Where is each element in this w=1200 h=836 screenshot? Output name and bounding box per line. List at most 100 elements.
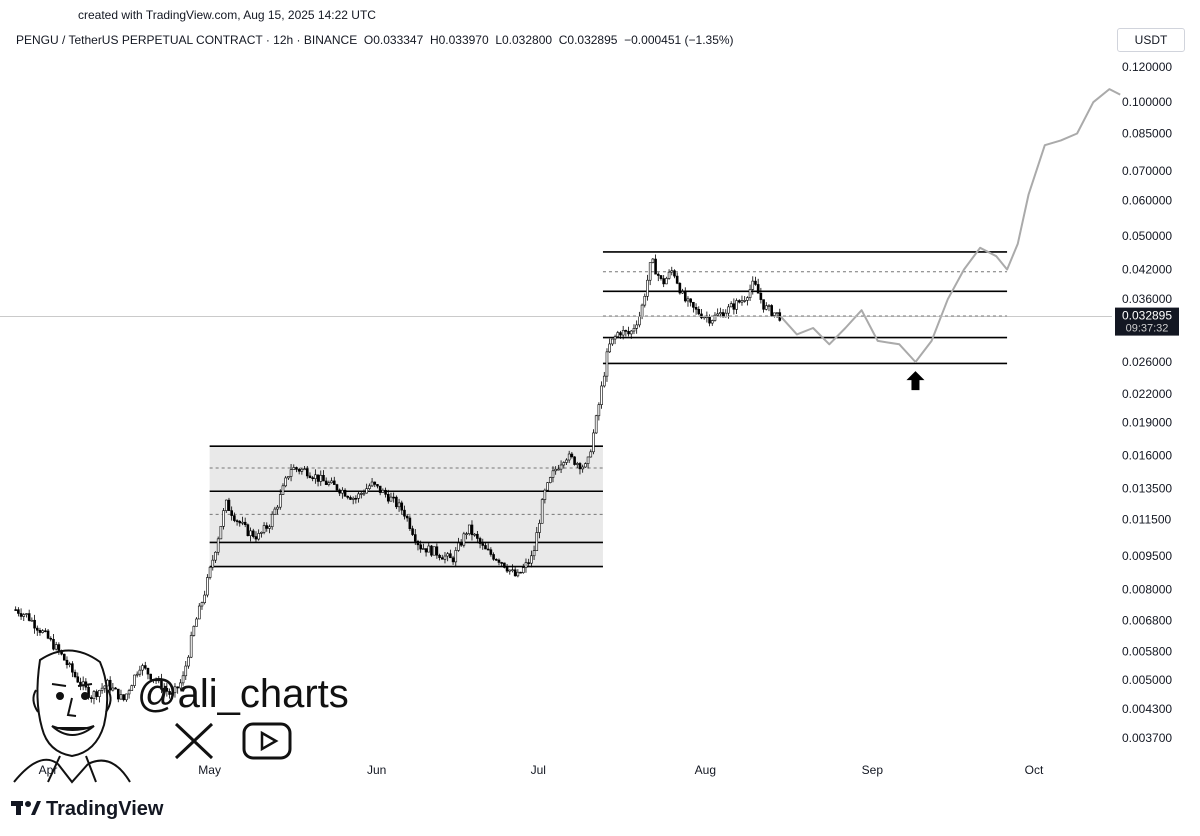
candle-body <box>719 312 722 315</box>
candle-body <box>521 567 525 573</box>
currency-button[interactable]: USDT <box>1117 28 1185 52</box>
candle-body <box>233 515 236 521</box>
candle-body <box>567 453 571 461</box>
candle-body <box>324 480 328 485</box>
candle-body <box>440 557 444 560</box>
watermark: @ali_charts <box>13 649 349 784</box>
y-tick-label: 0.026000 <box>1122 355 1172 369</box>
candle-body <box>135 673 139 676</box>
candle-body <box>600 385 603 405</box>
y-tick-label: 0.120000 <box>1122 60 1172 74</box>
candle-body <box>300 468 304 472</box>
candle-body <box>192 626 196 636</box>
candle-body <box>740 300 744 303</box>
candle-body <box>330 480 333 484</box>
candle-body <box>68 663 71 666</box>
candle-body <box>594 415 598 434</box>
y-tick-label: 0.100000 <box>1122 95 1172 109</box>
y-tick-label: 0.006800 <box>1122 614 1172 628</box>
candle-body <box>559 464 563 470</box>
candle-body <box>764 305 768 310</box>
candle-body <box>38 630 42 633</box>
candle-body <box>432 546 436 556</box>
candle-body <box>476 533 479 539</box>
y-axis: 0.120000 0.100000 0.085000 0.070000 0.060000… <box>1122 60 1172 745</box>
candle-body <box>354 497 358 500</box>
y-tick-label: 0.070000 <box>1122 164 1172 178</box>
candle-body <box>543 489 547 500</box>
candle-body <box>211 559 215 568</box>
candle-body <box>397 502 401 508</box>
candle-body <box>746 297 749 301</box>
candle-body <box>605 351 609 377</box>
candle-body <box>100 687 104 691</box>
youtube-icon[interactable] <box>242 722 292 760</box>
candle-body <box>176 686 179 689</box>
candle-body <box>702 316 706 319</box>
candle-body <box>395 496 398 508</box>
candle-body <box>203 594 206 603</box>
candle-body <box>686 298 690 302</box>
candle-body <box>648 262 652 281</box>
candle-body <box>486 548 490 551</box>
candle-body <box>492 554 495 560</box>
y-tick-label: 0.022000 <box>1122 387 1172 401</box>
candle-body <box>160 678 163 690</box>
candle-body <box>62 653 66 661</box>
x-logo-icon[interactable] <box>174 722 214 760</box>
candle-body <box>108 679 112 691</box>
candle-body <box>268 526 271 529</box>
candle-body <box>557 468 560 471</box>
candle-body <box>116 688 120 700</box>
candle-body <box>246 524 250 536</box>
candle-body <box>22 614 26 617</box>
candle-body <box>130 685 134 691</box>
x-tick-label: Aug <box>695 763 716 777</box>
candle-body <box>638 316 641 326</box>
x-tick-label: Jun <box>367 763 386 777</box>
y-tick-label: 0.013500 <box>1122 481 1172 495</box>
candle-body <box>25 613 28 615</box>
candle-body <box>57 644 61 651</box>
candle-body <box>770 305 773 316</box>
change-value: −0.000451 (−1.35%) <box>624 33 734 47</box>
candle-body <box>287 476 290 479</box>
low-value: L0.032800 <box>495 33 553 47</box>
candle-body <box>222 510 225 527</box>
candle-body <box>254 536 258 540</box>
candle-body <box>470 524 474 536</box>
candle-body <box>230 510 233 516</box>
candle-body <box>713 314 717 321</box>
candle-body <box>295 467 298 470</box>
candle-body <box>98 690 101 697</box>
candle-body <box>359 493 363 495</box>
candle-body <box>262 525 266 533</box>
candle-body <box>403 509 406 517</box>
candle-body <box>508 569 512 572</box>
y-tick-label: 0.005800 <box>1122 644 1172 658</box>
candle-body <box>465 533 468 535</box>
candle-body <box>673 270 676 277</box>
candle-body <box>597 404 601 417</box>
candle-body <box>162 688 166 690</box>
created-line: created with TradingView.com, Aug 15, 20… <box>78 8 376 22</box>
candle-body <box>238 521 242 524</box>
x-tick-label: May <box>198 763 221 777</box>
candle-body <box>678 283 682 294</box>
candle-body <box>338 489 341 494</box>
candle-body <box>584 463 587 468</box>
y-tick-label: 0.085000 <box>1122 127 1172 141</box>
candle-body <box>260 531 263 534</box>
candle-body <box>373 481 377 485</box>
candle-body <box>281 485 285 495</box>
candle-body <box>179 682 182 689</box>
channels-layer <box>209 251 1008 568</box>
tradingview-logo[interactable]: TradingView <box>11 798 164 820</box>
candle-body <box>49 637 53 640</box>
candle-body <box>319 475 323 482</box>
candle-body <box>303 468 306 471</box>
candle-body <box>216 538 220 553</box>
symbol-title[interactable]: PENGU / TetherUS PERPETUAL CONTRACT · 12… <box>16 33 358 47</box>
candle-body <box>629 330 633 335</box>
